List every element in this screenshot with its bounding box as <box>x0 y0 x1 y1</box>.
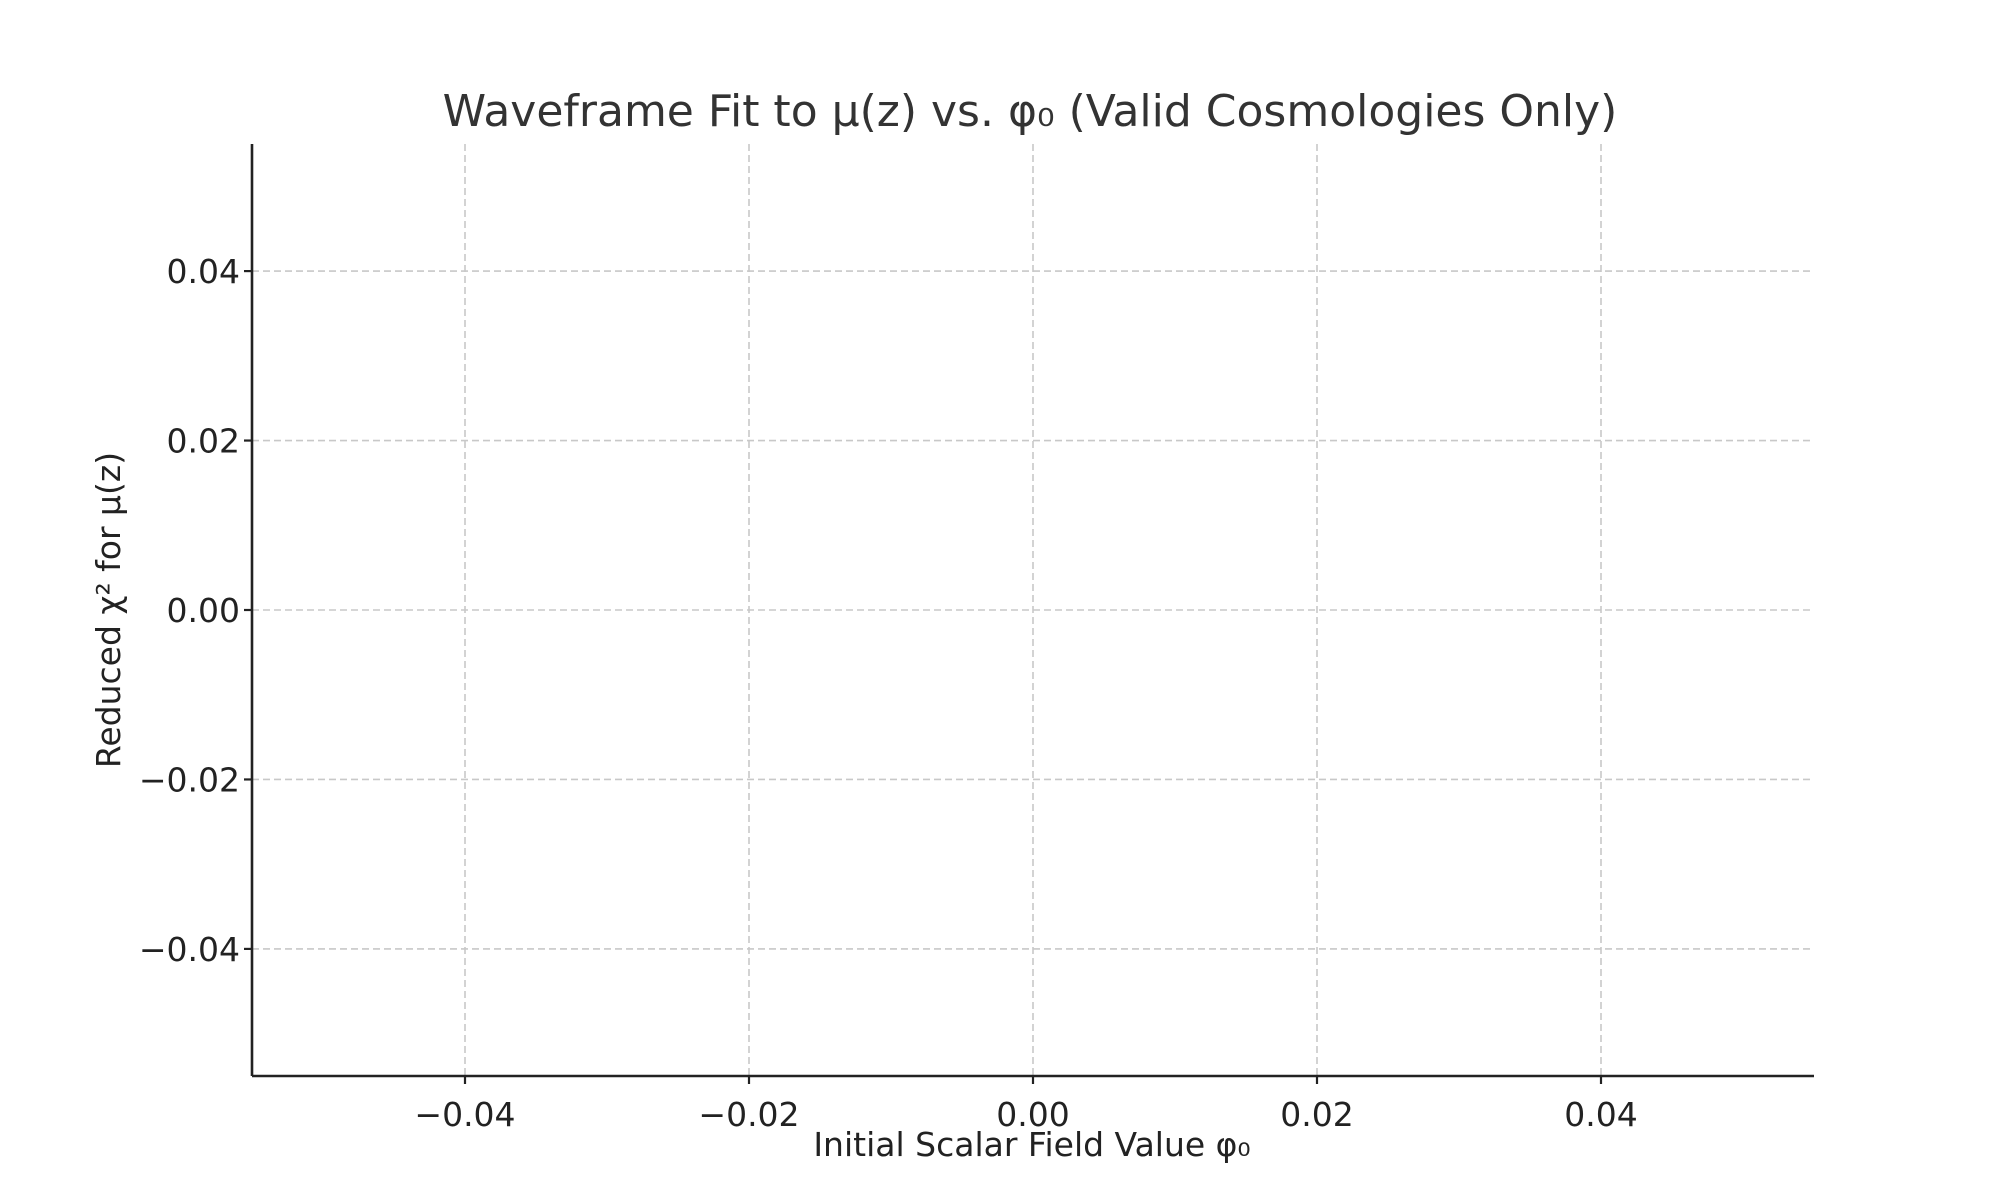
chart-title: Waveframe Fit to μ(z) vs. φ₀ (Valid Cosm… <box>443 86 1618 137</box>
x-tick-label: 0.02 <box>1280 1095 1353 1134</box>
grid <box>252 144 1814 1076</box>
x-tick-label: 0.00 <box>996 1095 1069 1134</box>
x-tick-label: 0.04 <box>1564 1095 1637 1134</box>
y-tick-label: −0.02 <box>139 760 240 799</box>
x-tick-label: −0.04 <box>414 1095 515 1134</box>
y-tick-label: 0.04 <box>167 252 240 291</box>
x-axis-ticks: −0.04 −0.02 0.00 0.02 0.04 <box>414 1076 1638 1134</box>
y-axis-ticks: −0.04 −0.02 0.00 0.02 0.04 <box>139 252 252 969</box>
y-tick-label: 0.00 <box>167 591 240 630</box>
y-tick-label: −0.04 <box>139 930 240 969</box>
x-tick-label: −0.02 <box>698 1095 799 1134</box>
y-tick-label: 0.02 <box>167 422 240 461</box>
y-axis-label: Reduced χ² for μ(z) <box>89 452 128 768</box>
x-axis-label: Initial Scalar Field Value φ₀ <box>813 1125 1250 1164</box>
